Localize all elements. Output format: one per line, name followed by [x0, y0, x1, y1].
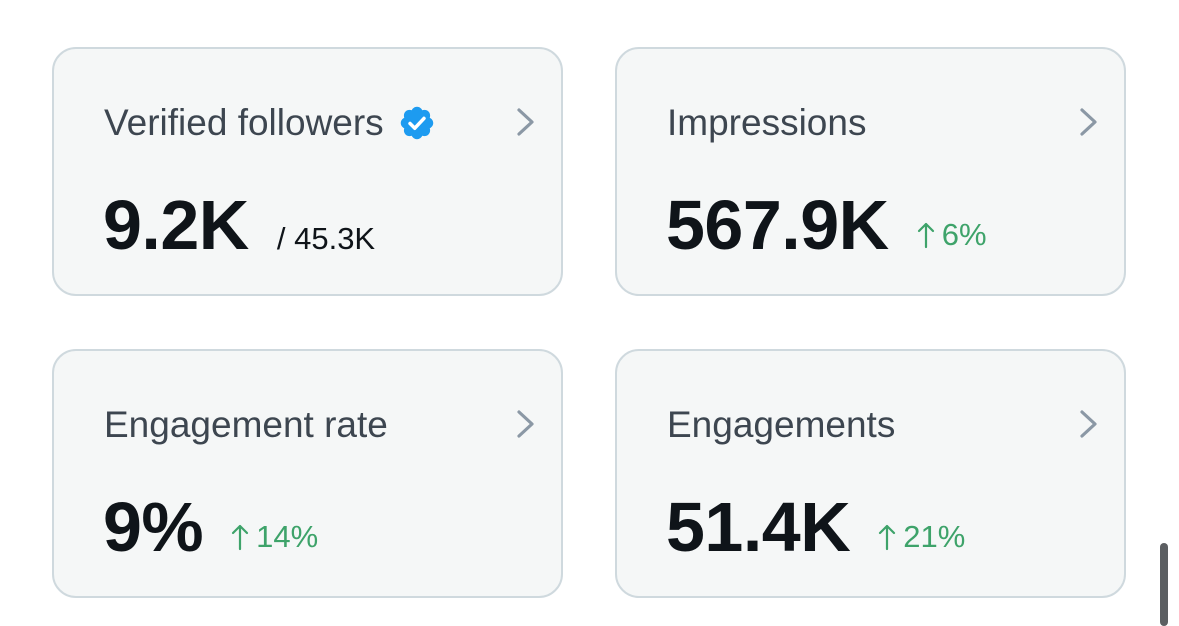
card-title: Verified followers: [104, 101, 436, 145]
card-title: Engagement rate: [104, 403, 388, 447]
chevron-right-icon[interactable]: [1076, 105, 1102, 139]
engagement-rate-title: Engagement rate: [104, 404, 388, 445]
engagements-change-value: 21%: [903, 519, 966, 554]
engagements-card[interactable]: Engagements 51.4K 21%: [615, 349, 1126, 598]
engagement-rate-value: 9%: [103, 488, 204, 566]
engagements-value: 51.4K: [666, 488, 851, 566]
verified-followers-title: Verified followers: [104, 102, 384, 143]
engagement-rate-card[interactable]: Engagement rate 9% 14%: [52, 349, 563, 598]
arrow-up-icon: [879, 524, 896, 551]
metric-row: 567.9K 6%: [666, 189, 987, 261]
card-title: Impressions: [667, 101, 866, 145]
engagements-title: Engagements: [667, 404, 896, 445]
impressions-card[interactable]: Impressions 567.9K 6%: [615, 47, 1126, 296]
metric-row: 9.2K / 45.3K: [103, 189, 375, 261]
chevron-right-icon[interactable]: [513, 105, 539, 139]
engagement-rate-change: 14%: [231, 519, 318, 555]
impressions-title: Impressions: [667, 102, 867, 143]
impressions-change: 6%: [917, 217, 987, 253]
card-title: Engagements: [667, 403, 895, 447]
metric-row: 9% 14%: [103, 491, 318, 563]
verified-followers-card[interactable]: Verified followers 9.2K / 45.3K: [52, 47, 563, 296]
scrollbar[interactable]: [1160, 543, 1168, 626]
total-followers-value: / 45.3K: [276, 221, 376, 256]
verified-followers-value: 9.2K: [103, 186, 249, 264]
chevron-right-icon[interactable]: [513, 407, 539, 441]
impressions-value: 567.9K: [666, 186, 889, 264]
verified-badge-icon: [400, 106, 433, 140]
engagements-change: 21%: [878, 519, 965, 555]
impressions-change-value: 6%: [941, 217, 987, 252]
arrow-up-icon: [232, 524, 249, 551]
engagement-rate-change-value: 14%: [256, 519, 319, 554]
arrow-up-icon: [917, 222, 934, 249]
chevron-right-icon[interactable]: [1076, 407, 1102, 441]
metric-row: 51.4K 21%: [666, 491, 965, 563]
